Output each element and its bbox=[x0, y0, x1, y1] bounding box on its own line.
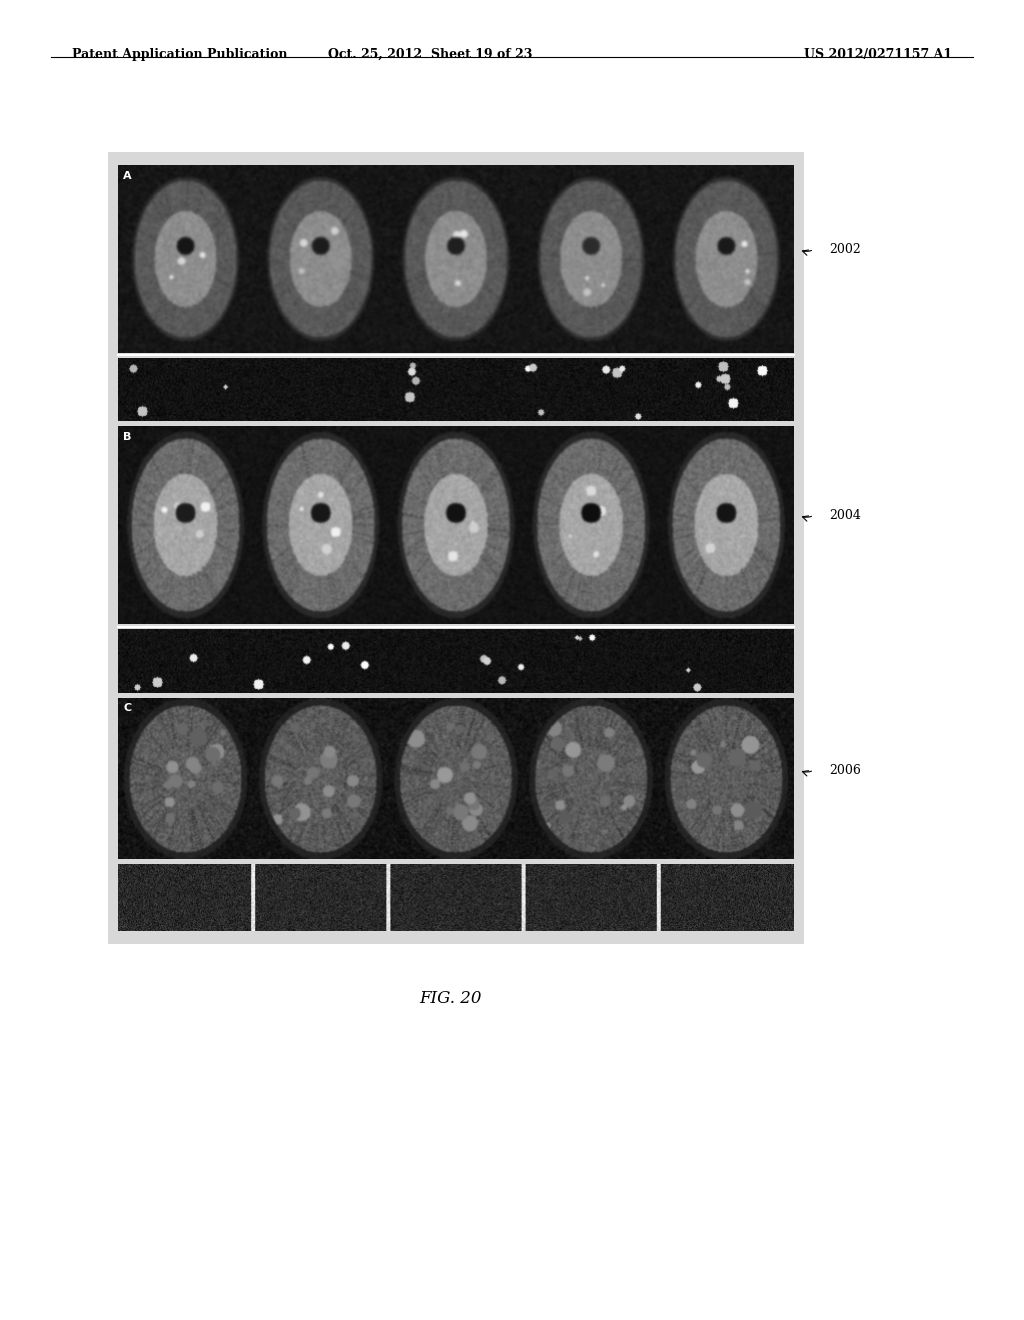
Text: 2004: 2004 bbox=[829, 508, 861, 521]
Text: FIG. 20: FIG. 20 bbox=[419, 990, 482, 1007]
Text: A: A bbox=[123, 170, 132, 181]
Text: 2002: 2002 bbox=[829, 243, 861, 256]
Text: 2006: 2006 bbox=[829, 763, 861, 776]
Text: Oct. 25, 2012  Sheet 19 of 23: Oct. 25, 2012 Sheet 19 of 23 bbox=[328, 48, 532, 61]
Text: US 2012/0271157 A1: US 2012/0271157 A1 bbox=[804, 48, 952, 61]
Text: Patent Application Publication: Patent Application Publication bbox=[72, 48, 287, 61]
Text: B: B bbox=[123, 432, 131, 442]
Text: C: C bbox=[123, 702, 131, 713]
